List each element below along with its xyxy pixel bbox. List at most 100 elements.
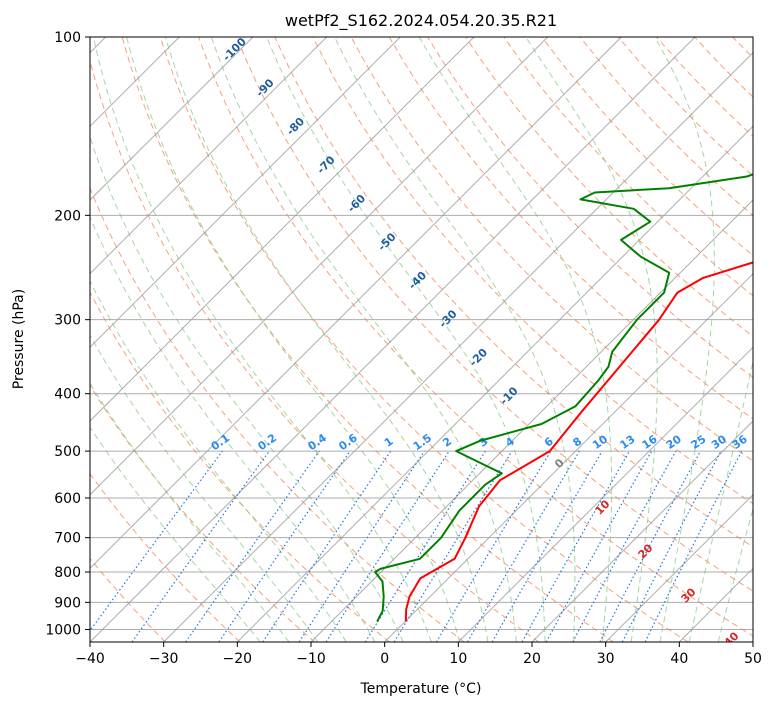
y-tick-label: 400 [54,387,81,403]
x-tick-label: 50 [744,651,762,667]
mixing-ratio-line [131,450,270,642]
moist-adiabat [92,37,432,642]
isotherm-line [90,37,254,201]
moist-adiabat [717,506,753,642]
mixing-ratio-line [185,450,320,642]
moist-adiabat [164,37,489,642]
y-axis-title: Pressure (hPa) [11,289,27,389]
mixing-ratio-label: 20 [664,432,684,452]
isotherm-line [163,51,753,642]
x-tick-label: −40 [75,651,105,667]
dry-adiabat [121,37,614,642]
chart-title: wetPf2_S162.2024.054.20.35.R21 [285,11,557,31]
moist-adiabat [210,37,517,642]
dry-adiabat-label: -70 [314,153,337,176]
x-tick-label: 30 [597,651,615,667]
y-axis: 100 200 300 400 500 600 700 800 900 1000 [45,30,90,638]
x-tick-label: −30 [149,651,179,667]
isotherm-line [90,37,696,642]
x-tick-label: −10 [296,651,326,667]
y-tick-label: 700 [54,531,81,547]
mixing-ratio-label: 16 [640,432,660,452]
mixing-ratio-label: 8 [571,435,585,450]
y-tick-label: 900 [54,595,81,611]
dry-adiabat [350,37,753,462]
isotherm-line [310,199,753,642]
isotherm-line [90,37,401,349]
moist-adiabat-label: 20 [636,541,656,561]
moist-adiabat-label: 0 [552,456,567,471]
plot-area: 0.1 0.2 0.4 0.6 1 1.5 2 3 4 6 8 10 13 16 20 25 30 36-100-… [90,35,775,649]
mixing-ratio-label: 36 [730,432,750,452]
y-tick-label: 300 [54,313,81,329]
isotherm-line [605,493,753,642]
y-tick-label: 800 [54,565,81,581]
mixing-ratio-line [393,450,513,642]
mixing-ratio-label: 0.4 [306,431,330,453]
isotherm-line [90,37,328,275]
mixing-ratio-line [262,450,392,642]
mixing-ratio-label: 2 [440,435,454,450]
moist-adiabat [90,334,319,642]
dry-adiabat-label: -100 [220,35,249,64]
x-tick-label: 10 [449,651,467,667]
dry-adiabat-label: -10 [497,384,520,407]
moist-adiabat [90,215,376,642]
dry-adiabat [771,37,775,642]
moist-adiabat-label: 10 [593,497,613,517]
moist-adiabat [688,358,753,642]
x-tick-label: −20 [223,651,253,667]
dry-adiabat [90,59,540,642]
dry-adiabat [694,37,753,98]
moist-adiabat [266,37,546,642]
mixing-ratio-label: 30 [709,432,729,452]
mixing-ratio-label: 0.1 [209,431,232,453]
dry-adiabat-label: -30 [436,307,459,330]
y-tick-label: 1000 [45,622,81,638]
moist-adiabat [90,426,261,642]
x-tick-label: 40 [670,651,688,667]
mixing-ratio-line [644,450,743,642]
mixing-ratio-label: 1 [382,435,396,450]
x-tick-label: 0 [380,651,389,667]
dry-adiabat-label: -90 [253,76,276,99]
temperature-line [404,261,753,622]
moist-adiabat [418,37,613,642]
dry-adiabat [388,37,753,420]
x-tick-label: 20 [523,651,541,667]
dry-adiabat-label: -80 [284,115,307,138]
plot-frame [89,36,754,643]
mixing-ratio-line [521,450,631,642]
mixing-ratio-label: 13 [617,433,637,452]
moist-adiabat [90,382,290,642]
dry-adiabat [732,37,753,59]
mixing-ratio-label: 25 [689,433,709,452]
moist-adiabat [90,135,404,642]
dry-adiabat [312,37,753,505]
dewpoint-line [374,173,753,623]
mixing-ratio-label: 1.5 [411,431,434,453]
dry-adiabat-label: -20 [467,346,490,369]
isotherm-line [678,567,753,642]
x-axis: −40 −30 −20 −10 0 10 20 30 40 50 [75,642,762,667]
dry-adiabat [90,384,316,642]
x-axis-title: Temperature (°C) [360,681,482,697]
mixing-ratio-label: 0.2 [256,431,279,453]
dry-adiabat [541,37,753,257]
moist-adiabat-label: 40 [722,629,742,649]
isotherm-line [236,125,753,642]
y-tick-label: 100 [54,30,81,46]
dry-adiabat [503,37,753,297]
isotherm-line [752,641,753,642]
moist-adiabat [126,37,461,642]
dry-adiabat-label: -60 [345,192,368,215]
dry-adiabat [465,37,753,338]
mixing-ratio-label: 10 [590,432,610,452]
mixing-ratio-line [90,450,223,632]
dry-adiabat [90,291,390,642]
dry-adiabat [90,472,241,642]
mixing-ratio-line [621,450,722,642]
dry-adiabat [656,37,753,138]
y-tick-label: 500 [54,444,81,460]
y-tick-label: 200 [54,208,81,224]
